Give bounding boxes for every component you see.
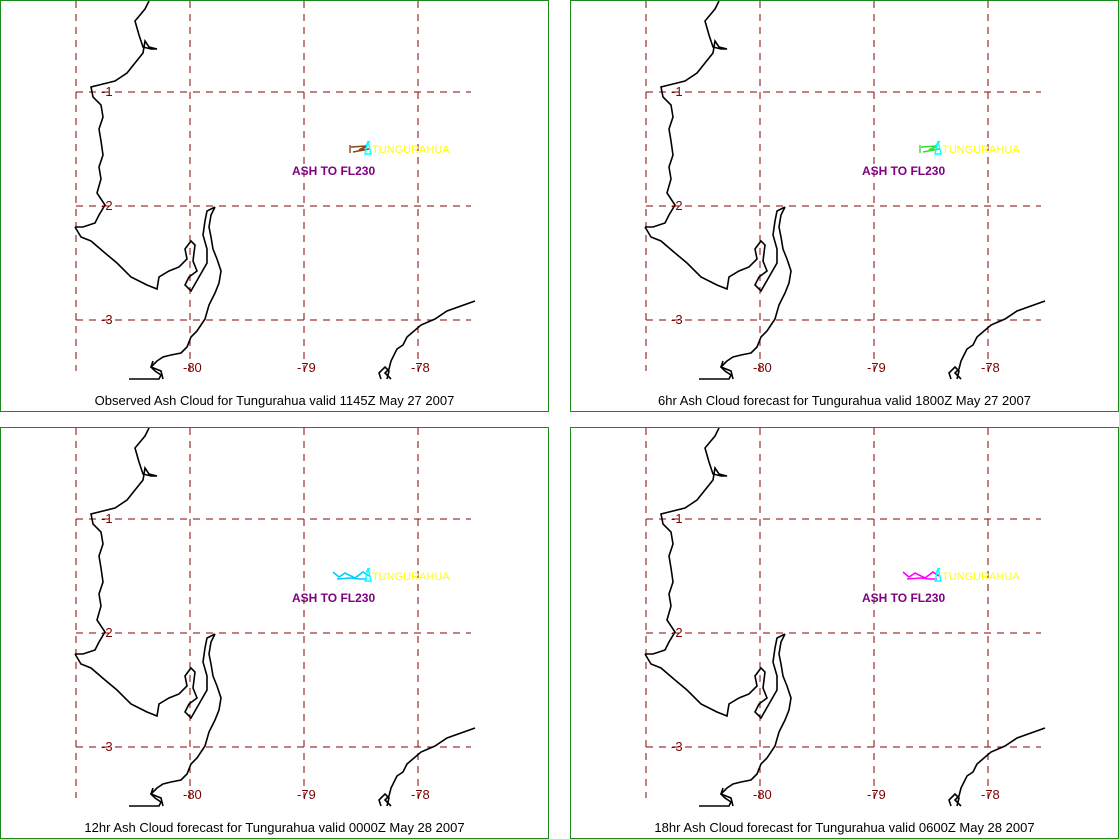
ash-cloud-plume (332, 571, 370, 580)
coastline (645, 428, 728, 655)
volcano-label: TUNGURAHUA (372, 571, 450, 583)
volcano-icon (934, 140, 942, 155)
coastline (150, 787, 164, 807)
longitude-label: -79 (297, 787, 316, 802)
longitude-label: -80 (753, 360, 772, 375)
coastline (953, 727, 1046, 807)
volcano-icon (364, 140, 372, 155)
latitude-label: -1 (101, 84, 113, 99)
latitude-label: -3 (671, 312, 683, 327)
coastline (75, 1, 158, 228)
longitude-label: -80 (183, 787, 202, 802)
longitude-label: -78 (981, 360, 1000, 375)
map-panel-18hr: -1 -2 -3 -80 -79 -78 TUNGURAHUA ASH TO FL230 18h… (570, 427, 1119, 839)
latitude-label: -3 (671, 739, 683, 754)
panel-caption: Observed Ash Cloud for Tungurahua valid … (94, 393, 455, 408)
coastline (720, 787, 734, 807)
coastline (378, 792, 390, 807)
latitude-label: -3 (101, 739, 113, 754)
map-canvas: -1 -2 -3 -80 -79 -78 TUNGURAHUA ASH TO FL230 (74, 428, 476, 807)
coastline (383, 727, 476, 807)
ash-cloud-plume (349, 145, 370, 153)
coastline (74, 633, 216, 720)
coastline (953, 300, 1046, 380)
coastline (644, 206, 786, 293)
panel-caption: 6hr Ash Cloud forecast for Tungurahua va… (658, 393, 1031, 408)
map-canvas: -1 -2 -3 -80 -79 -78 TUNGURAHUA ASH TO FL230 (644, 428, 1046, 807)
longitude-label: -78 (981, 787, 1000, 802)
longitude-label: -79 (867, 787, 886, 802)
latitude-label: -2 (101, 198, 113, 213)
ash-cloud-plume (919, 145, 940, 153)
coastline (74, 206, 216, 293)
volcano-label: TUNGURAHUA (372, 144, 450, 156)
volcano-label: TUNGURAHUA (942, 144, 1020, 156)
longitude-label: -78 (411, 787, 430, 802)
coastline (645, 1, 728, 228)
volcano-icon (934, 567, 942, 582)
coastline (378, 365, 390, 380)
coastline (383, 300, 476, 380)
coastline (129, 633, 222, 807)
map-panel-observed: -1 -2 -3 -80 -79 -78 TUNGURAHUA ASH TO FL230 Obs… (0, 0, 549, 412)
coastline (644, 633, 786, 720)
latitude-label: -2 (671, 198, 683, 213)
ash-altitude-label: ASH TO FL230 (292, 164, 375, 178)
latitude-label: -1 (671, 84, 683, 99)
volcano-label: TUNGURAHUA (942, 571, 1020, 583)
latitude-label: -2 (101, 625, 113, 640)
longitude-label: -80 (753, 787, 772, 802)
latitude-label: -1 (101, 511, 113, 526)
coastline (948, 792, 960, 807)
longitude-label: -79 (867, 360, 886, 375)
coastline (699, 633, 792, 807)
map-panel-12hr: -1 -2 -3 -80 -79 -78 TUNGURAHUA ASH TO FL230 12h… (0, 427, 549, 839)
map-panel-6hr: -1 -2 -3 -80 -79 -78 TUNGURAHUA ASH TO FL230 6hr… (570, 0, 1119, 412)
panel-caption: 18hr Ash Cloud forecast for Tungurahua v… (654, 820, 1035, 835)
coastline (75, 428, 158, 655)
latitude-label: -3 (101, 312, 113, 327)
ash-altitude-label: ASH TO FL230 (292, 591, 375, 605)
latitude-label: -2 (671, 625, 683, 640)
panel-caption: 12hr Ash Cloud forecast for Tungurahua v… (84, 820, 465, 835)
longitude-label: -79 (297, 360, 316, 375)
ash-altitude-label: ASH TO FL230 (862, 164, 945, 178)
coastline (720, 360, 734, 380)
coastline (948, 365, 960, 380)
coastline (129, 206, 222, 380)
ash-cloud-plume (902, 571, 940, 580)
coastline (699, 206, 792, 380)
longitude-label: -80 (183, 360, 202, 375)
ash-altitude-label: ASH TO FL230 (862, 591, 945, 605)
volcano-icon (364, 567, 372, 582)
longitude-label: -78 (411, 360, 430, 375)
latitude-label: -1 (671, 511, 683, 526)
coastline (150, 360, 164, 380)
map-canvas: -1 -2 -3 -80 -79 -78 TUNGURAHUA ASH TO FL230 (74, 1, 476, 380)
map-canvas: -1 -2 -3 -80 -79 -78 TUNGURAHUA ASH TO FL230 (644, 1, 1046, 380)
